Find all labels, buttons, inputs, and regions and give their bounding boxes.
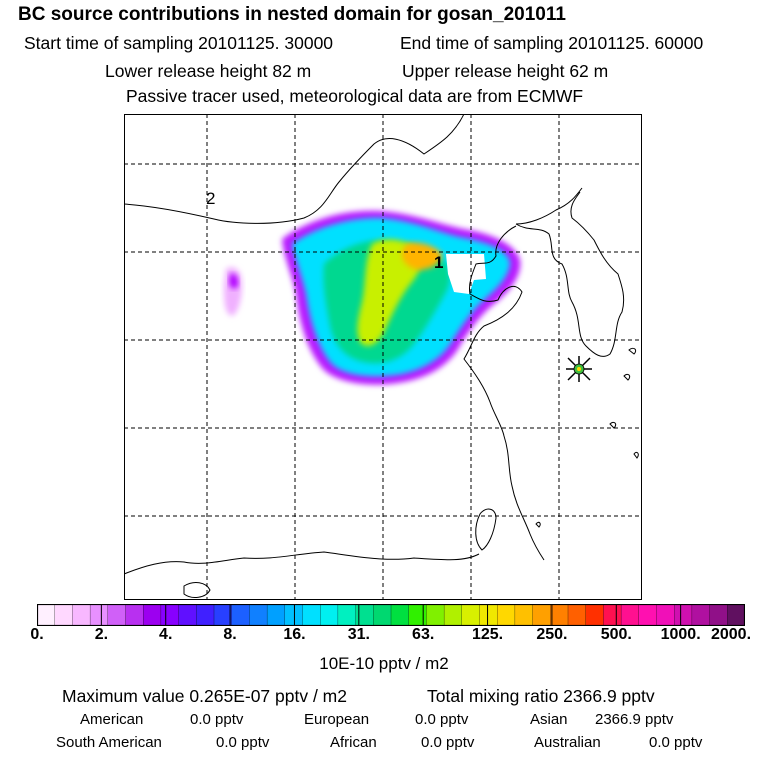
colorbar bbox=[37, 604, 745, 626]
hainan-outline bbox=[183, 582, 211, 598]
colorbar-tick-label: 63. bbox=[412, 626, 435, 643]
colorbar-cell bbox=[213, 604, 233, 626]
european-value: 0.0 pptv bbox=[415, 711, 469, 728]
colorbar-cell bbox=[620, 604, 640, 626]
colorbar-tick-label: 2. bbox=[94, 626, 109, 643]
colorbar-cell bbox=[461, 604, 481, 626]
colorbar-cell bbox=[249, 604, 268, 626]
colorbar-cell bbox=[443, 604, 463, 626]
colorbar-cell bbox=[567, 604, 587, 626]
japan-island-4 bbox=[535, 521, 541, 528]
colorbar-cell bbox=[284, 604, 304, 626]
colorbar-cell bbox=[196, 604, 215, 626]
tracer-note: Passive tracer used, meteorological data… bbox=[126, 86, 584, 106]
colorbar-cell bbox=[426, 604, 445, 626]
colorbar-tick-label: 31. bbox=[347, 626, 370, 643]
colorbar-cell bbox=[266, 604, 286, 626]
korea-china-border bbox=[515, 187, 583, 225]
colorbar-cell bbox=[160, 604, 180, 626]
colorbar-tick-label: 1000. bbox=[660, 626, 701, 643]
colorbar-tick-labels: 0. 2. 4. 8. 16. 31. 63. 125. 250. 500. 1000. 2000. bbox=[0, 626, 768, 648]
colorbar-cell bbox=[231, 604, 251, 626]
colorbar-tick-label: 125. bbox=[471, 626, 504, 643]
american-value: 0.0 pptv bbox=[190, 711, 244, 728]
colorbar-cell bbox=[603, 604, 622, 626]
japan-island-2 bbox=[623, 373, 631, 381]
colorbar-cell bbox=[320, 604, 339, 626]
asian-value: 2366.9 pptv bbox=[595, 711, 674, 728]
taiwan-outline bbox=[475, 508, 497, 551]
colorbar-units: 10E-10 pptv / m2 bbox=[319, 654, 449, 673]
asian-label: Asian bbox=[530, 711, 568, 728]
concentration-plume bbox=[224, 210, 521, 385]
coastlines bbox=[124, 114, 639, 598]
colorbar-cell bbox=[691, 604, 711, 626]
colorbar-cell bbox=[72, 604, 91, 626]
total-mixing-ratio: Total mixing ratio 2366.9 pptv bbox=[427, 686, 655, 706]
colorbar-cell bbox=[37, 604, 56, 626]
american-label: American bbox=[80, 711, 144, 728]
european-label: European bbox=[304, 711, 370, 728]
colorbar-tick-label: 8. bbox=[223, 626, 237, 643]
colorbar-cell bbox=[585, 604, 605, 626]
plume-core bbox=[357, 239, 421, 347]
colorbar-frame bbox=[37, 604, 745, 626]
colorbar-cell bbox=[532, 604, 551, 626]
australian-value: 0.0 pptv bbox=[649, 734, 703, 751]
japan-island-3 bbox=[633, 451, 639, 459]
colorbar-cell bbox=[674, 604, 693, 626]
japan-island-1 bbox=[628, 347, 637, 355]
colorbar-cell bbox=[54, 604, 74, 626]
colorbar-cell bbox=[143, 604, 162, 626]
colorbar-cell bbox=[656, 604, 675, 626]
map-panel: 1 2 bbox=[124, 114, 642, 600]
start-time: Start time of sampling 20101125. 30000 bbox=[24, 33, 334, 53]
lat-lon-grid bbox=[124, 114, 642, 600]
african-value: 0.0 pptv bbox=[421, 734, 475, 751]
colorbar-cell bbox=[302, 604, 321, 626]
plume-peak bbox=[401, 242, 442, 270]
map-label-1: 1 bbox=[434, 253, 443, 272]
colorbar-cell bbox=[638, 604, 658, 626]
south-american-label: South American bbox=[56, 734, 162, 751]
plume-west-patch-core bbox=[229, 273, 239, 289]
border-northern bbox=[124, 114, 465, 224]
map-title: BC source contributions in nested domain… bbox=[18, 4, 566, 25]
colorbar-tick-label: 0. bbox=[30, 626, 44, 643]
colorbar-cell bbox=[89, 604, 109, 626]
lower-release-height: Lower release height 82 m bbox=[105, 61, 312, 81]
colorbar-cell bbox=[479, 604, 498, 626]
colorbar-cell bbox=[709, 604, 728, 626]
colorbar-cell bbox=[408, 604, 428, 626]
colorbar-tick-label: 4. bbox=[159, 626, 173, 643]
colorbar-cell bbox=[125, 604, 144, 626]
colorbar-cell bbox=[337, 604, 357, 626]
upper-release-height: Upper release height 62 m bbox=[402, 61, 609, 81]
colorbar-tick-label: 16. bbox=[283, 626, 306, 643]
end-time: End time of sampling 20101125. 60000 bbox=[400, 33, 704, 53]
colorbar-cell bbox=[373, 604, 392, 626]
korea-coast bbox=[515, 191, 625, 357]
australian-label: Australian bbox=[534, 734, 601, 751]
colorbar-cell bbox=[514, 604, 534, 626]
map-frame bbox=[124, 114, 642, 600]
african-label: African bbox=[330, 734, 377, 751]
max-value: Maximum value 0.265E-07 pptv / m2 bbox=[62, 686, 347, 706]
bohai-coast bbox=[463, 225, 545, 561]
colorbar-tick-label: 2000. bbox=[710, 626, 752, 643]
colorbar-cell bbox=[390, 604, 410, 626]
colorbar-cell bbox=[497, 604, 516, 626]
colorbar-cell bbox=[178, 604, 197, 626]
colorbar-tick-label: 500. bbox=[600, 626, 632, 643]
map-label-2: 2 bbox=[206, 189, 215, 208]
colorbar-tick-label: 250. bbox=[536, 626, 568, 643]
south-american-value: 0.0 pptv bbox=[216, 734, 270, 751]
receptor-marker-icon bbox=[566, 356, 592, 382]
colorbar-cell bbox=[107, 604, 127, 626]
colorbar-cell bbox=[727, 604, 745, 626]
colorbar-cell bbox=[550, 604, 569, 626]
